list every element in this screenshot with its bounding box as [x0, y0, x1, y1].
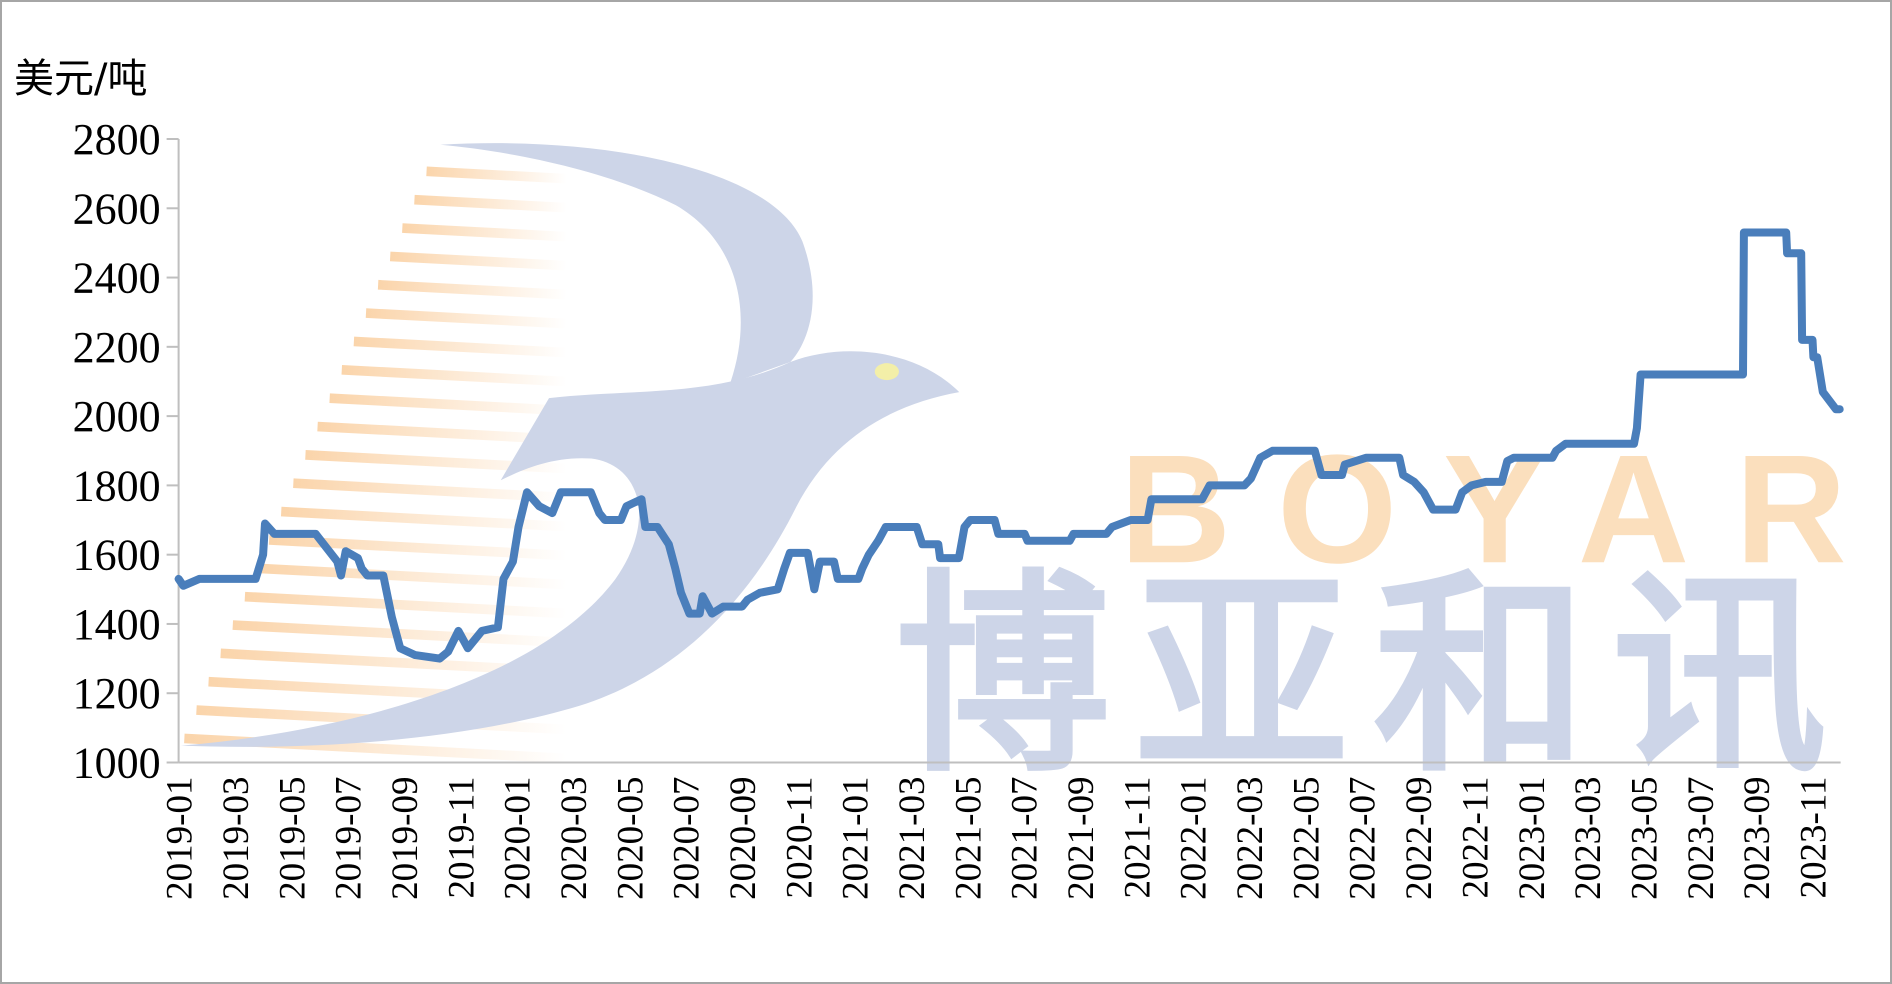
watermark-bird-top: [440, 143, 813, 384]
boyar-watermark-logo: BOYAR 博亚和讯: [180, 143, 1892, 802]
x-axis: 2019-01 2019-03 2019-05 2019-07 2019-09 2019-…: [160, 761, 1841, 900]
watermark-stripe: [317, 421, 567, 445]
x-tick-label: 2021-09: [1061, 777, 1102, 900]
x-tick-label: 2023-01: [1512, 777, 1553, 900]
x-tick-label: 2019-09: [385, 777, 426, 900]
watermark-stripe: [280, 506, 567, 532]
y-tick-label: 1600: [73, 531, 161, 580]
watermark-bird-eye: [874, 363, 899, 381]
watermark-stripe: [389, 251, 567, 271]
y-axis-unit-label: 美元/吨: [14, 56, 147, 102]
x-tick-label: 2021-03: [892, 777, 933, 900]
y-tick-label: 2400: [73, 254, 161, 303]
watermark-stripe: [341, 364, 567, 387]
y-tick-label: 2200: [73, 323, 161, 372]
x-tick-label: 2020-03: [554, 777, 595, 900]
watermark-stripes: [184, 166, 567, 764]
x-tick-label: 2020-01: [498, 777, 539, 900]
series-line: [174, 228, 1844, 663]
watermark-stripe: [256, 563, 567, 590]
x-tick-label: 2019-05: [272, 777, 313, 900]
watermark-stripe: [377, 279, 567, 300]
y-tick-label: 1400: [73, 600, 161, 649]
x-tick-label: 2021-11: [1117, 777, 1158, 899]
x-tick-label: 2023-09: [1737, 777, 1778, 900]
x-tick-label: 2020-07: [667, 777, 708, 900]
watermark-stripe: [220, 648, 567, 677]
x-tick-label: 2022-05: [1286, 777, 1327, 900]
x-tick-label: 2023-03: [1568, 777, 1609, 900]
x-tick-label: 2020-09: [723, 777, 764, 900]
watermark-stripe: [305, 450, 567, 474]
x-tick-label: 2023-11: [1793, 777, 1834, 899]
watermark-stripe: [402, 223, 567, 242]
x-tick-label: 2022-07: [1343, 777, 1384, 900]
x-tick-label: 2022-11: [1455, 777, 1496, 899]
y-tick-label: 2800: [73, 115, 161, 164]
x-tick-label: 2022-09: [1399, 777, 1440, 900]
x-tick-label: 2020-05: [610, 777, 651, 900]
watermark-stripe: [414, 194, 567, 213]
watermark-stripe: [293, 478, 567, 503]
y-tick-label: 1800: [73, 461, 161, 510]
x-tick-label: 2019-03: [216, 777, 257, 900]
y-tick-label: 2000: [73, 392, 161, 441]
x-tick-label: 2020-11: [779, 777, 820, 899]
watermark-text-en: BOYAR: [1120, 422, 1892, 595]
watermark-stripe: [329, 393, 567, 416]
watermark-stripe: [365, 308, 567, 329]
watermark-stripe: [426, 166, 567, 184]
watermark-stripe: [244, 591, 567, 619]
watermark-stripe: [268, 535, 567, 561]
x-tick-label: 2019-01: [160, 777, 201, 900]
x-tick-label: 2021-07: [1005, 777, 1046, 900]
y-tick-label: 1200: [73, 669, 161, 718]
x-tick-label: 2021-01: [836, 777, 877, 900]
x-tick-label: 2022-01: [1174, 777, 1215, 900]
x-tick-label: 2021-05: [948, 777, 989, 900]
y-tick-label: 1000: [73, 739, 161, 788]
x-tick-label: 2019-07: [329, 777, 370, 900]
watermark-text-cn: 博亚和讯: [895, 552, 1851, 802]
y-tick-label: 2600: [73, 184, 161, 233]
x-tick-label: 2023-05: [1624, 777, 1665, 900]
watermark-bird-body: [180, 351, 960, 747]
x-tick-label: 2019-11: [441, 777, 482, 899]
x-tick-label: 2023-07: [1681, 777, 1722, 900]
x-tick-label: 2022-03: [1230, 777, 1271, 900]
watermark-stripe: [353, 336, 567, 358]
y-axis: 1000 1200 1400 1600 1800 2000 2200 2400 2600 2800: [73, 115, 180, 788]
